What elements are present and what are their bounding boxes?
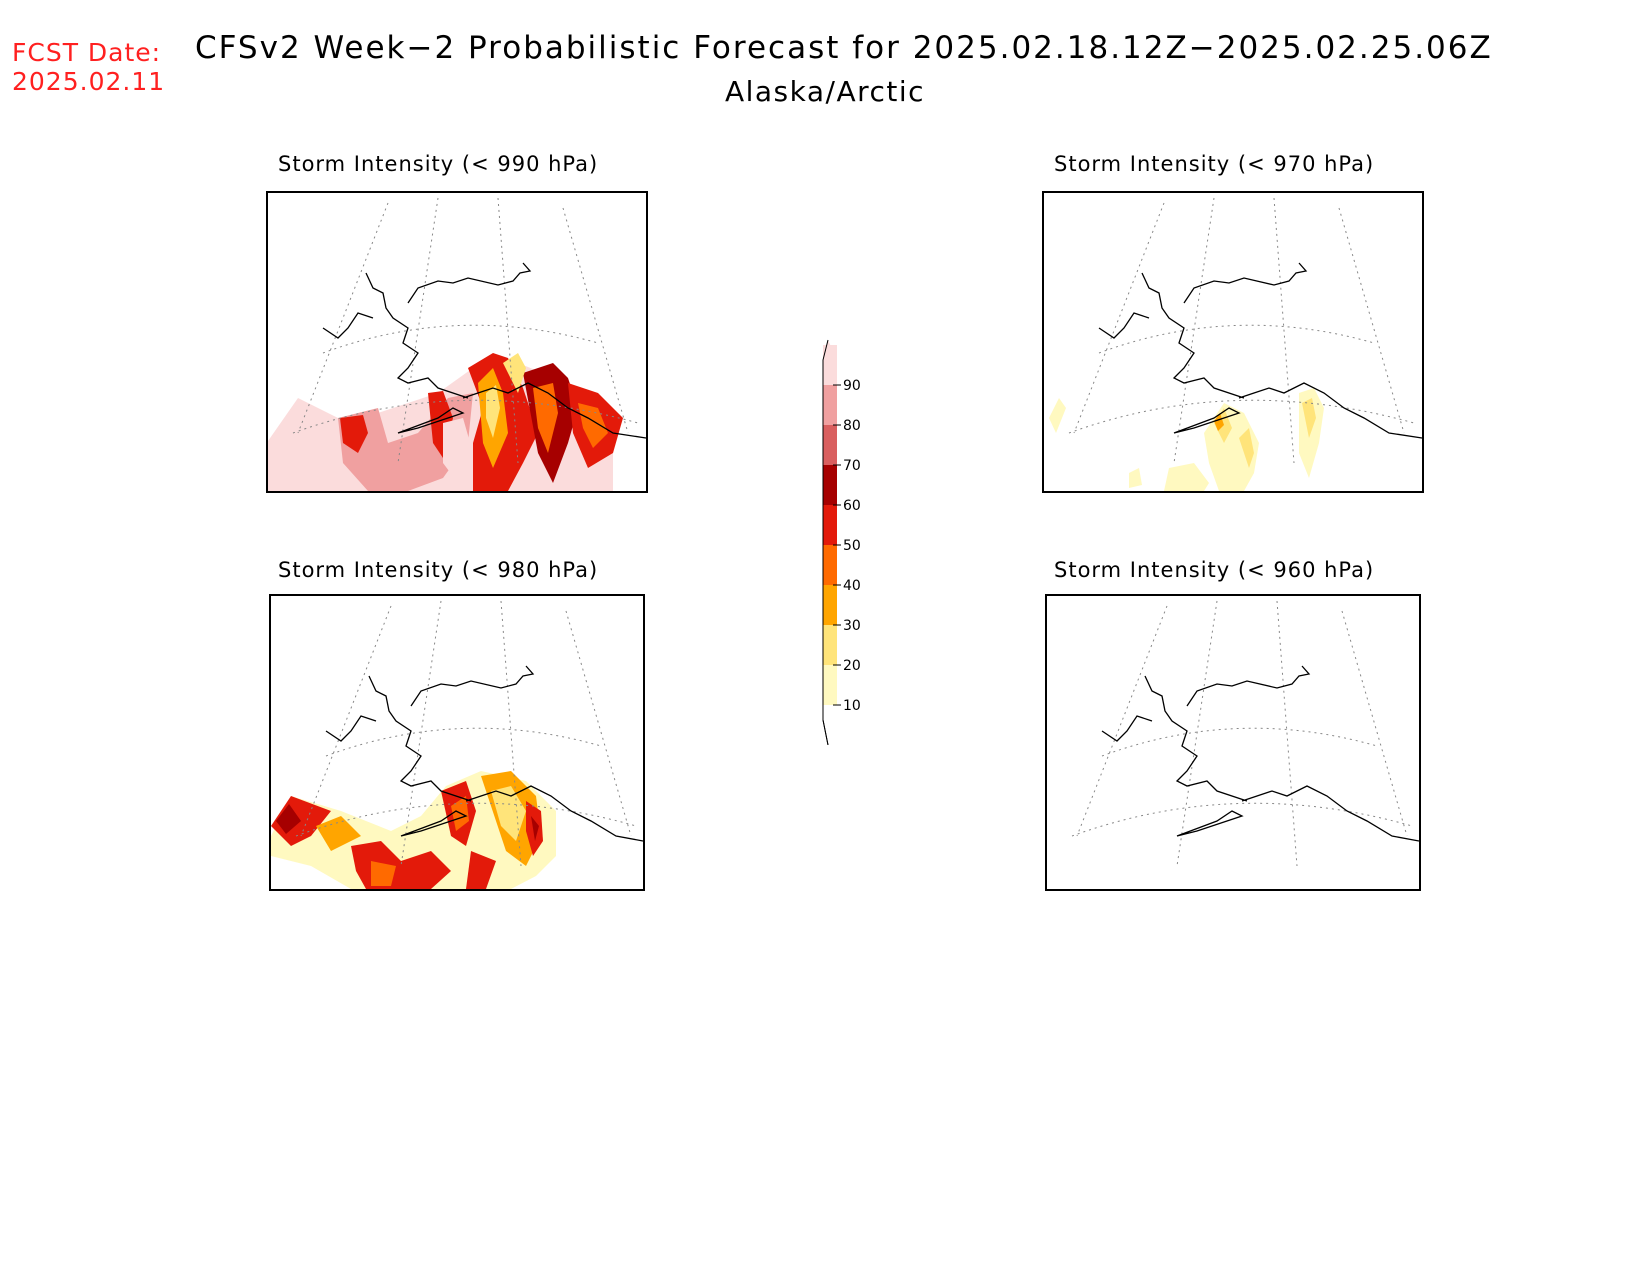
map-panel-980: [269, 594, 645, 891]
colorbar-label: 30: [843, 618, 861, 634]
figure-title: CFSv2 Week−2 Probabilistic Forecast for …: [195, 30, 1493, 66]
colorbar-label: 50: [843, 538, 861, 554]
colorbar-swatch: [823, 625, 837, 665]
coastline-990: [322, 262, 646, 439]
colorbar-swatch: [823, 385, 837, 425]
coastline-970: [1098, 262, 1422, 439]
panel-title-990: Storm Intensity (< 990 hPa): [278, 152, 599, 176]
probability-field-970: [1049, 388, 1324, 491]
colorbar-label: 60: [843, 498, 861, 514]
fcst-date-label: FCST Date:: [12, 38, 162, 67]
fcst-date-value: 2025.02.11: [12, 67, 166, 96]
figure-subtitle: Alaska/Arctic: [724, 75, 926, 108]
graticule-960: [1071, 600, 1413, 867]
colorbar-swatch: [823, 505, 837, 545]
colorbar-label: 80: [843, 418, 861, 434]
colorbar-swatch: [823, 465, 837, 505]
colorbar-outline: [822, 339, 829, 745]
probability-colorbar: 10 20 30 40 50 60 70 80 90: [822, 339, 861, 745]
graticule-990: [292, 197, 639, 464]
colorbar-swatch: [823, 545, 837, 585]
panel-title-960: Storm Intensity (< 960 hPa): [1054, 558, 1375, 582]
map-980: [271, 600, 643, 889]
probability-field-980: [271, 771, 556, 889]
map-panel-960: [1045, 594, 1421, 891]
colorbar-label: 10: [843, 698, 861, 714]
map-970: [1049, 197, 1422, 491]
graticule-970: [1068, 197, 1415, 464]
graticule-980: [295, 600, 637, 867]
colorbar-label: 20: [843, 658, 861, 674]
map-990: [268, 197, 646, 491]
colorbar-swatch: [823, 425, 837, 465]
colorbar-label: 90: [843, 378, 861, 394]
map-panel-970: [1042, 191, 1424, 493]
coastline-960: [1101, 665, 1419, 842]
colorbar-label: 40: [843, 578, 861, 594]
map-960: [1071, 600, 1419, 867]
colorbar-swatch: [823, 585, 837, 625]
panel-title-970: Storm Intensity (< 970 hPa): [1054, 152, 1375, 176]
map-panel-990: [266, 191, 648, 493]
colorbar-swatch: [823, 665, 837, 705]
panel-title-980: Storm Intensity (< 980 hPa): [278, 558, 599, 582]
probability-field-990: [268, 353, 623, 491]
colorbar-label: 70: [843, 458, 861, 474]
forecast-date-block: FCST Date: 2025.02.11: [12, 38, 165, 96]
coastline-980: [325, 665, 643, 842]
colorbar-tail-high: [823, 340, 837, 385]
